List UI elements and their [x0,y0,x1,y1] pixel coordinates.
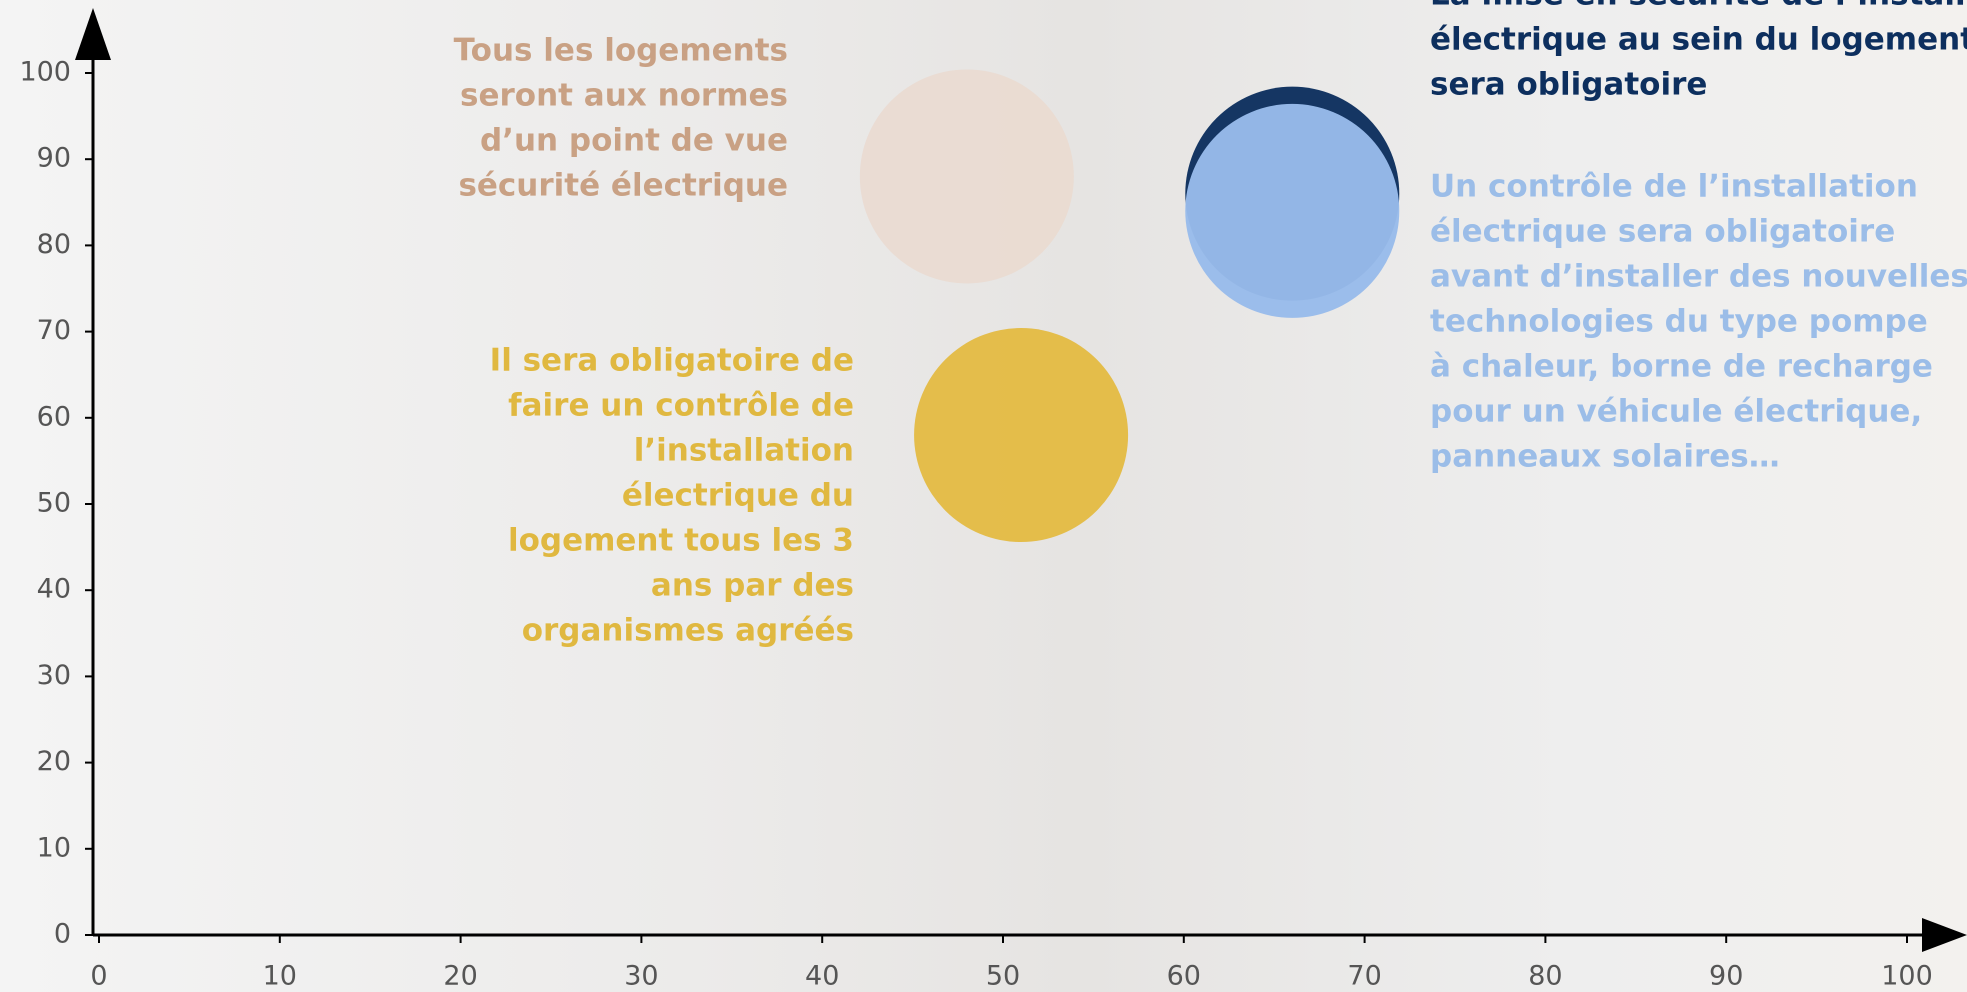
annotation-line: avant d’installer des nouvelles [1430,259,1967,295]
y-tick-label: 50 [37,488,71,519]
y-tick-label: 10 [37,832,71,863]
annotation-line: pour un véhicule électrique, [1430,394,1922,430]
annotation-line: d’un point de vue [480,123,788,159]
annotation-line: sécurité électrique [458,168,788,204]
bubble [1185,103,1400,318]
y-tick-label: 0 [54,919,71,950]
bubble [914,328,1129,543]
y-tick-label: 40 [37,574,71,605]
x-tick-label: 10 [263,961,297,992]
x-tick-label: 60 [1167,961,1201,992]
annotation-line: organismes agréés [522,613,854,649]
x-axis-arrow [1922,918,1967,952]
annotation-line: La mise en sécurité de l’installation [1430,0,1967,13]
annotation-line: technologies du type pompe [1430,304,1928,340]
x-tick-label: 50 [986,961,1020,992]
y-tick-label: 60 [37,401,71,432]
x-tick-label: 80 [1528,961,1562,992]
bubble [859,69,1074,284]
annotation-line: électrique sera obligatoire [1430,214,1895,250]
x-tick-label: 40 [805,961,839,992]
x-tick-label: 30 [624,961,658,992]
annotation-line: sera obligatoire [1430,67,1707,103]
y-tick-label: 30 [37,660,71,691]
annotation-line: électrique au sein du logement [1430,22,1967,58]
y-tick-label: 80 [37,229,71,260]
annotation-line: électrique du [622,478,854,514]
x-tick-label: 0 [90,961,107,992]
y-tick-label: 90 [37,143,71,174]
annotation-line: logement tous les 3 [508,523,854,559]
annotation-line: Un contrôle de l’installation [1430,169,1918,205]
y-tick-label: 20 [37,746,71,777]
x-tick-label: 70 [1347,961,1381,992]
x-tick-label: 100 [1881,961,1933,992]
annotation-line: seront aux normes [460,78,788,114]
annotation-line: à chaleur, borne de recharge [1430,349,1933,385]
x-tick-label: 20 [443,961,477,992]
y-tick-label: 100 [19,57,71,88]
annotation-line: Tous les logements [454,33,788,69]
annotation-line: panneaux solaires… [1430,439,1780,475]
annotation-line: Il sera obligatoire de [490,343,854,379]
annotation-line: ans par des [651,568,854,604]
annotation-line: faire un contrôle de [508,388,854,424]
annotation-line: l’installation [634,433,854,469]
y-tick-label: 70 [37,315,71,346]
x-tick-label: 90 [1709,961,1743,992]
y-axis-arrow [75,8,111,60]
